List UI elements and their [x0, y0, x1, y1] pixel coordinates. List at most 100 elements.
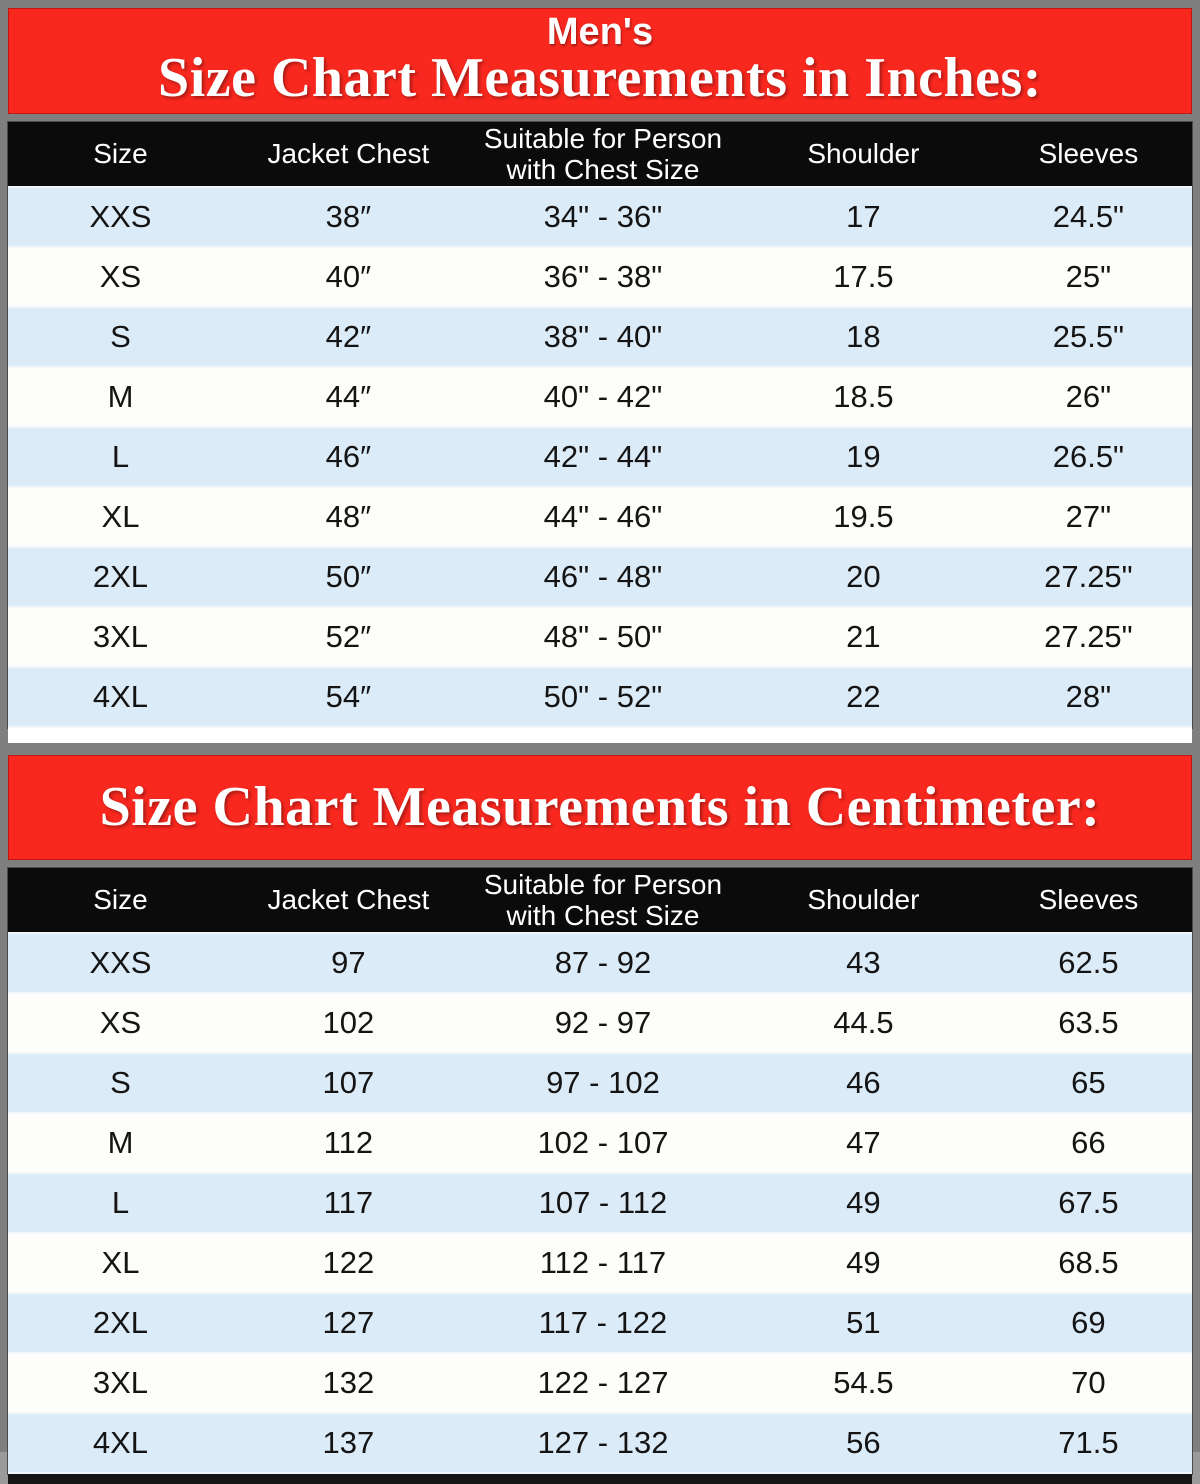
table-cell: 127 - 132 [463, 1412, 743, 1474]
table-cell: 44" - 46" [463, 487, 743, 547]
table-cell: 17.5 [742, 247, 985, 307]
table-cell: 112 - 117 [463, 1233, 743, 1293]
table-cell: 40" - 42" [463, 367, 743, 427]
table-row: L 117 107 - 112 49 67.5 [8, 1172, 1192, 1234]
table-cell: 49 [742, 1172, 985, 1234]
table-cell: 22 [742, 666, 985, 728]
table-row: 4XL 137 127 - 132 56 71.5 [8, 1412, 1192, 1474]
table-cell: 25.5" [984, 306, 1192, 368]
table-cell: 44″ [232, 367, 464, 427]
table-cell: 66 [984, 1113, 1192, 1173]
column-header: Jacket Chest [232, 122, 464, 187]
table-cell: 62.5 [984, 932, 1192, 994]
table-cell: 2XL [8, 546, 233, 608]
table-cell: 52″ [232, 607, 464, 667]
table-cell: 19 [742, 426, 985, 488]
spacer [8, 114, 1192, 122]
table-row: XL 48″ 44" - 46" 19.5 27" [8, 487, 1192, 547]
table-cell: 36" - 38" [463, 247, 743, 307]
table-cell: 2XL [8, 1292, 233, 1354]
banner-inches-subtitle: Men's [546, 11, 654, 54]
banner-centimeter-title: Size Chart Measurements in Centimeter: [99, 775, 1101, 838]
table-cell: 46″ [232, 426, 464, 488]
column-header: Sleeves [984, 122, 1192, 187]
table-cell: 20 [742, 546, 985, 608]
table-row: 2XL 127 117 - 122 51 69 [8, 1292, 1192, 1354]
table-cell: L [8, 426, 233, 488]
table-cell: 34" - 36" [463, 186, 743, 248]
table-cell: 21 [742, 607, 985, 667]
table-cell: 38″ [232, 186, 464, 248]
table-row: 3XL 132 122 - 127 54.5 70 [8, 1353, 1192, 1413]
table-row: XL 122 112 - 117 49 68.5 [8, 1233, 1192, 1293]
spacer [8, 743, 1192, 755]
table-cell: 48" - 50" [463, 607, 743, 667]
table-cell: 65 [984, 1052, 1192, 1114]
table-cell: XS [8, 247, 233, 307]
column-header: Suitable for Person with Chest Size [463, 122, 743, 187]
table-row: M 112 102 - 107 47 66 [8, 1113, 1192, 1173]
table-cell: 50" - 52" [463, 666, 743, 728]
table-cell: 26" [984, 367, 1192, 427]
table-cell: 107 [232, 1052, 464, 1114]
table-cell: 28" [984, 666, 1192, 728]
column-header: Size [8, 868, 233, 933]
table-cell: S [8, 306, 233, 368]
inches-table: Size Jacket Chest Suitable for Person with… [7, 121, 1193, 729]
table-row: 2XL 50″ 46" - 48" 20 27.25" [8, 546, 1192, 608]
table-cell: 43 [742, 932, 985, 994]
banner-centimeter: Size Chart Measurements in Centimeter: [8, 755, 1192, 860]
table-cell: 102 [232, 993, 464, 1053]
column-header: Shoulder [742, 122, 985, 187]
bottom-black-bar [8, 1474, 1192, 1484]
table-cell: M [8, 367, 233, 427]
table-cell: 19.5 [742, 487, 985, 547]
table-cell: 50″ [232, 546, 464, 608]
table-cell: 24.5" [984, 186, 1192, 248]
table-cell: 26.5" [984, 426, 1192, 488]
table-cell: 97 [232, 932, 464, 994]
table-cell: 4XL [8, 666, 233, 728]
table-row: XS 102 92 - 97 44.5 63.5 [8, 993, 1192, 1053]
table-cell: 46 [742, 1052, 985, 1114]
column-header: Suitable for Person with Chest Size [463, 868, 743, 933]
table-cell: 137 [232, 1412, 464, 1474]
column-header: Size [8, 122, 233, 187]
table-cell: 27.25" [984, 546, 1192, 608]
centimeter-table-body: XXS 97 87 - 92 43 62.5 XS 102 92 - 97 44.5 63.5 S 1… [8, 932, 1192, 1474]
table-cell: L [8, 1172, 233, 1234]
table-row: XXS 97 87 - 92 43 62.5 [8, 932, 1192, 994]
column-header: Sleeves [984, 868, 1192, 933]
table-cell: 122 - 127 [463, 1353, 743, 1413]
table-cell: 44.5 [742, 993, 985, 1053]
table-cell: XL [8, 487, 233, 547]
table-cell: 38" - 40" [463, 306, 743, 368]
banner-inches: Men's Size Chart Measurements in Inches: [8, 8, 1192, 114]
table-cell: 102 - 107 [463, 1113, 743, 1173]
table-cell: 63.5 [984, 993, 1192, 1053]
table-cell: 127 [232, 1292, 464, 1354]
table-cell: 68.5 [984, 1233, 1192, 1293]
table-cell: 71.5 [984, 1412, 1192, 1474]
table-cell: 3XL [8, 1353, 233, 1413]
table-row: L 46″ 42" - 44" 19 26.5" [8, 426, 1192, 488]
inches-table-footer-strip [8, 728, 1192, 743]
table-cell: 18.5 [742, 367, 985, 427]
table-cell: 92 - 97 [463, 993, 743, 1053]
inches-table-body: XXS 38″ 34" - 36" 17 24.5" XS 40″ 36" - 38" 17.5… [8, 186, 1192, 728]
table-cell: XS [8, 993, 233, 1053]
table-cell: 54.5 [742, 1353, 985, 1413]
table-row: XS 40″ 36" - 38" 17.5 25" [8, 247, 1192, 307]
table-cell: S [8, 1052, 233, 1114]
table-cell: 42" - 44" [463, 426, 743, 488]
table-row: S 107 97 - 102 46 65 [8, 1052, 1192, 1114]
table-cell: 97 - 102 [463, 1052, 743, 1114]
table-cell: 4XL [8, 1412, 233, 1474]
table-cell: 54″ [232, 666, 464, 728]
table-cell: 27" [984, 487, 1192, 547]
table-row: M 44″ 40" - 42" 18.5 26" [8, 367, 1192, 427]
table-cell: XXS [8, 186, 233, 248]
table-cell: 107 - 112 [463, 1172, 743, 1234]
centimeter-table: Size Jacket Chest Suitable for Person with… [7, 867, 1193, 1475]
column-header: Shoulder [742, 868, 985, 933]
